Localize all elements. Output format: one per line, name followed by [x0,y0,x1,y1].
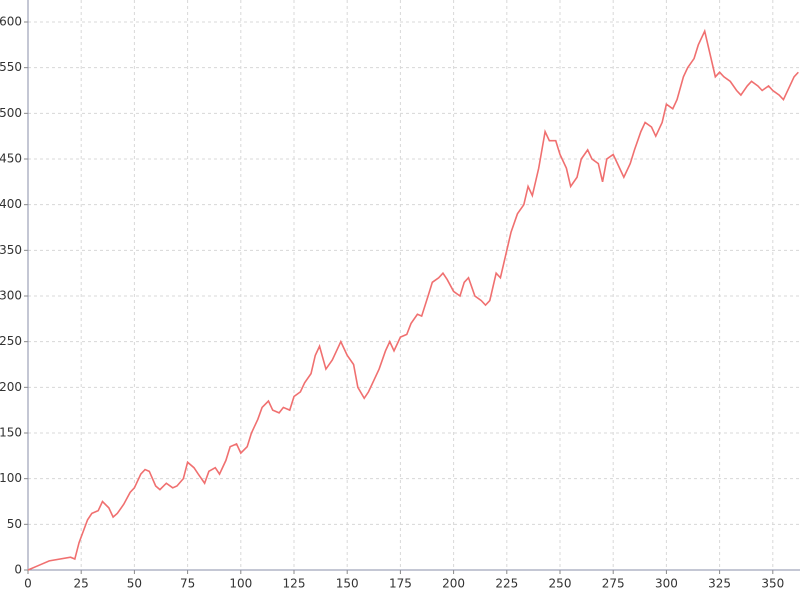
y-tick-label: 500 [0,106,22,120]
x-tick-label: 75 [180,577,195,591]
y-tick-label: 100 [0,471,22,485]
x-tick-label: 200 [442,577,465,591]
y-tick-label: 50 [7,517,22,531]
x-tick-label: 150 [336,577,359,591]
x-tick-label: 325 [708,577,731,591]
x-tick-label: 350 [761,577,784,591]
x-tick-label: 225 [495,577,518,591]
y-tick-label: 400 [0,197,22,211]
y-tick-label: 450 [0,152,22,166]
x-tick-label: 250 [549,577,572,591]
x-tick-label: 300 [655,577,678,591]
x-tick-label: 125 [283,577,306,591]
x-tick-label: 175 [389,577,412,591]
y-tick-label: 150 [0,426,22,440]
x-tick-label: 100 [229,577,252,591]
x-tick-label: 275 [602,577,625,591]
y-tick-label: 200 [0,380,22,394]
y-tick-label: 600 [0,15,22,29]
y-tick-label: 550 [0,60,22,74]
y-tick-label: 300 [0,289,22,303]
x-tick-label: 0 [24,577,32,591]
x-tick-label: 25 [74,577,89,591]
y-tick-label: 250 [0,334,22,348]
y-tick-label: 0 [14,563,22,577]
line-series [27,28,799,571]
y-tick-label: 350 [0,243,22,257]
x-tick-label: 50 [127,577,142,591]
